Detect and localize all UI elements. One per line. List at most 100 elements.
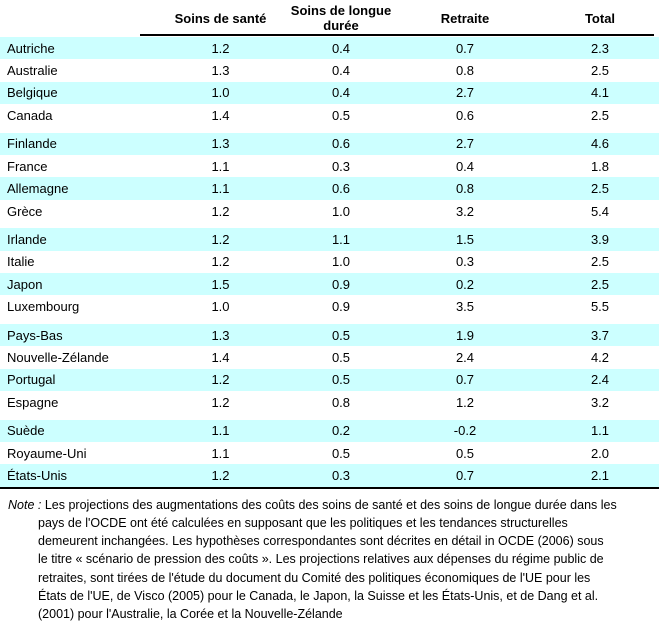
value-cell: 1.0 [211, 299, 230, 315]
country-cell: Luxembourg [7, 299, 80, 315]
note-line: pays de l'OCDE ont été calculées en supp… [38, 516, 568, 530]
value-cell: 0.7 [455, 40, 475, 56]
value-cell: 2.4 [590, 372, 610, 388]
value-cell: -0.2 [453, 423, 477, 439]
value-cell: 0.7 [455, 468, 475, 484]
value-cell: 0.2 [331, 423, 351, 439]
table-row: Allemagne 1.1 0.6 0.8 2.5 [0, 177, 659, 200]
table-row: Pays-Bas 1.3 0.5 1.9 3.7 [0, 323, 659, 347]
header-retraite: Retraite [389, 0, 541, 36]
value-cell: 0.3 [331, 158, 351, 174]
value-cell: 0.9 [331, 299, 351, 315]
value-cell: 2.7 [455, 136, 475, 152]
value-cell: 0.8 [455, 181, 475, 197]
value-cell: 1.4 [211, 107, 230, 123]
table-row: Italie 1.2 1.0 0.3 2.5 [0, 251, 659, 273]
header-label: Soins de longue durée [290, 3, 392, 33]
table-row: Australie 1.3 0.4 0.8 2.5 [0, 59, 659, 81]
value-cell: 1.5 [211, 276, 230, 292]
note-line: retraites, sont tirées de l'étude du doc… [38, 570, 591, 585]
value-cell: 2.7 [455, 85, 475, 101]
table-header-row: Soins de santé Soins de longue durée Ret… [0, 0, 659, 36]
table-row: États-Unis 1.2 0.3 0.7 2.1 [0, 464, 659, 487]
value-cell: 1.3 [211, 327, 230, 343]
country-cell: Autriche [7, 40, 55, 56]
table-row: Suède 1.1 0.2 -0.2 1.1 [0, 419, 659, 443]
value-cell: 5.5 [590, 299, 610, 315]
country-cell: Canada [7, 107, 53, 123]
table-row: Luxembourg 1.0 0.9 3.5 5.5 [0, 295, 659, 317]
value-cell: 1.1 [211, 445, 230, 461]
note-line: États de l'UE, de Visco (2005) pour le C… [38, 588, 599, 603]
table-row: Finlande 1.3 0.6 2.7 4.6 [0, 132, 659, 156]
header-total: Total [541, 0, 659, 36]
value-cell: 1.8 [590, 158, 610, 174]
value-cell: 4.2 [590, 350, 610, 366]
value-cell: 1.0 [331, 254, 351, 270]
value-cell: 0.5 [331, 350, 351, 366]
value-cell: 1.2 [211, 203, 230, 219]
value-cell: 2.5 [590, 276, 610, 292]
value-cell: 1.0 [211, 85, 230, 101]
value-cell: 2.3 [590, 40, 610, 56]
table-row: Canada 1.4 0.5 0.6 2.5 [0, 104, 659, 126]
value-cell: 0.3 [331, 468, 351, 484]
value-cell: 1.3 [211, 63, 230, 79]
table-row: Belgique 1.0 0.4 2.7 4.1 [0, 81, 659, 105]
value-cell: 0.8 [455, 63, 475, 79]
value-cell: 0.2 [455, 276, 475, 292]
value-cell: 1.2 [211, 468, 230, 484]
country-cell: Irlande [7, 232, 47, 247]
projections-table: Soins de santé Soins de longue durée Ret… [0, 0, 659, 489]
table-body: Autriche 1.2 0.4 0.7 2.3 Australie 1.3 0.4 0.8 2.… [0, 37, 659, 487]
table-row: Portugal 1.2 0.5 0.7 2.4 [0, 368, 659, 392]
table-row: Royaume-Uni 1.1 0.5 0.5 2.0 [0, 442, 659, 464]
value-cell: 0.7 [455, 372, 475, 388]
value-cell: 1.3 [211, 136, 230, 152]
note-line: (2001) pour l'Australie, la Corée et la … [38, 607, 343, 622]
header-rule [140, 34, 654, 36]
value-cell: 1.2 [211, 372, 230, 388]
value-cell: 0.8 [331, 394, 351, 410]
value-cell: 3.2 [590, 394, 610, 410]
value-cell: 2.5 [590, 107, 610, 123]
value-cell: 0.4 [455, 158, 475, 174]
country-cell: Espagne [7, 394, 59, 410]
value-cell: 1.0 [331, 203, 351, 219]
value-cell: 0.5 [331, 107, 351, 123]
value-cell: 1.2 [211, 254, 230, 270]
value-cell: 0.3 [455, 254, 475, 270]
value-cell: 5.4 [590, 203, 610, 219]
value-cell: 0.4 [331, 40, 351, 56]
header-soins-de-sante: Soins de santé [148, 0, 293, 36]
header-label: Soins de santé [174, 10, 267, 26]
value-cell: 3.5 [455, 299, 475, 315]
value-cell: 1.4 [211, 350, 230, 366]
country-cell: Allemagne [7, 181, 69, 197]
value-cell: 3.2 [455, 203, 475, 219]
country-cell: Royaume-Uni [7, 445, 87, 461]
country-cell: Japon [7, 276, 43, 292]
header-soins-longue-duree: Soins de longue durée [290, 0, 392, 36]
table-row: Nouvelle-Zélande 1.4 0.5 2.4 4.2 [0, 346, 659, 368]
value-cell: 2.5 [590, 63, 610, 79]
value-cell: 0.5 [331, 445, 351, 461]
table-row: Irlande 1.2 1.1 1.5 3.9 [0, 228, 659, 251]
value-cell: 2.0 [590, 445, 610, 461]
header-country-spacer [0, 0, 148, 36]
country-cell: Suède [7, 423, 45, 439]
value-cell: 1.9 [455, 327, 475, 343]
value-cell: 0.5 [455, 445, 475, 461]
country-cell: Belgique [7, 85, 58, 101]
value-cell: 2.4 [455, 350, 475, 366]
country-cell: France [7, 158, 48, 174]
note-line: demeurent inchangées. Les hypothèses cor… [38, 534, 604, 549]
country-cell: Portugal [7, 372, 56, 388]
value-cell: 3.7 [590, 327, 610, 343]
value-cell: 4.1 [590, 85, 610, 101]
table-row: Espagne 1.2 0.8 1.2 3.2 [0, 391, 659, 413]
country-cell: États-Unis [7, 468, 67, 484]
value-cell: 1.2 [211, 40, 230, 56]
value-cell: 2.5 [590, 181, 610, 197]
header-label: Retraite [440, 10, 490, 26]
